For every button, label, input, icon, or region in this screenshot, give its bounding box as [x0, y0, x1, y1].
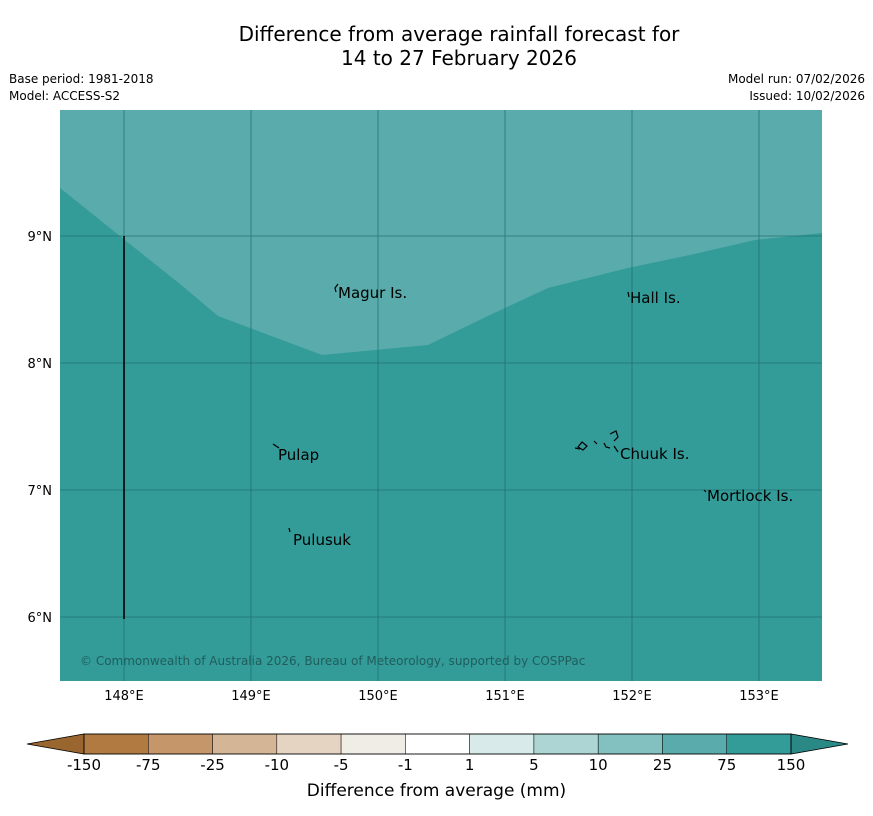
colorbar-segment: [662, 733, 727, 755]
chuuk-island-shapes: [574, 430, 619, 453]
colorbar-tick-label: 25: [652, 756, 672, 774]
place-label-mortlock: Mortlock Is.: [707, 487, 793, 505]
colorbar-tick-label: -150: [66, 756, 102, 774]
colorbar-high-extend: [790, 733, 849, 755]
colorbar-segment: [148, 733, 213, 755]
lat-tick-label: 7°N: [28, 484, 53, 499]
place-labels: Magur Is. Hall Is. Pulap Chuuk Is. Mortl…: [278, 284, 793, 549]
colorbar-segment: [83, 733, 149, 755]
colorbar-segment: [469, 733, 535, 755]
chart-title: Difference from average rainfall forecas…: [0, 22, 873, 70]
island-outlines: [272, 283, 707, 533]
title-line-2: 14 to 27 February 2026: [341, 46, 577, 70]
colorbar-tick-label: -75: [136, 756, 161, 774]
lat-tick-label: 8°N: [28, 357, 53, 372]
colorbar-segment: [340, 733, 406, 755]
lon-axis-labels: 148°E 149°E 150°E 151°E 152°E 153°E: [104, 689, 779, 704]
place-label-magur: Magur Is.: [338, 284, 407, 302]
colorbar-tick-label: -5: [333, 756, 349, 774]
magur-island-shape: [334, 283, 339, 293]
place-label-pulusuk: Pulusuk: [293, 531, 351, 549]
colorbar-segment: [597, 733, 663, 755]
hall-island-shape: [627, 291, 630, 298]
colorbar-tick-label: 1: [464, 756, 475, 774]
meta-left: Base period: 1981-2018 Model: ACCESS-S2: [9, 71, 154, 105]
pulap-island-shape: [272, 443, 280, 449]
lon-tick-label: 148°E: [104, 689, 144, 704]
title-line-1: Difference from average rainfall forecas…: [238, 22, 680, 46]
colorbar-segment: [533, 733, 599, 755]
pulusuk-island-shape: [288, 527, 291, 533]
lat-axis-labels: 9°N 8°N 7°N 6°N: [28, 230, 53, 626]
model-name: Model: ACCESS-S2: [9, 89, 121, 103]
colorbar-tick-label: 5: [529, 756, 539, 774]
rainfall-band-mid: [60, 110, 822, 355]
place-label-chuuk: Chuuk Is.: [620, 445, 689, 463]
colorbar-tick-labels: -150 -75 -25 -10 -5 -1 1 5 10 25 75 150: [0, 756, 873, 776]
colorbar-segment: [276, 733, 342, 755]
place-label-hall: Hall Is.: [630, 289, 681, 307]
lon-tick-label: 149°E: [231, 689, 271, 704]
colorbar-low-extend: [26, 733, 85, 755]
issued-date: Issued: 10/02/2026: [749, 89, 865, 103]
colorbar-tick-label: 75: [717, 756, 737, 774]
lon-tick-label: 151°E: [485, 689, 525, 704]
colorbar-tick-label: 10: [588, 756, 608, 774]
colorbar-label: Difference from average (mm): [306, 781, 567, 801]
colorbar-segment: [726, 733, 792, 755]
lon-tick-label: 153°E: [739, 689, 779, 704]
colorbar: [26, 733, 849, 755]
colorbar-frame: [83, 733, 792, 755]
lon-tick-label: 152°E: [612, 689, 652, 704]
mortlock-island-shape: [703, 489, 707, 493]
lat-tick-label: 6°N: [28, 611, 53, 626]
place-label-pulap: Pulap: [278, 446, 319, 464]
base-period: Base period: 1981-2018: [9, 72, 154, 86]
colorbar-tick-label: 150: [776, 756, 806, 774]
meta-right: Model run: 07/02/2026 Issued: 10/02/2026: [728, 71, 865, 105]
colorbar-segment: [405, 733, 470, 755]
colorbar-tick-label: -25: [200, 756, 225, 774]
colorbar-tick-label: -10: [264, 756, 290, 774]
lat-tick-label: 9°N: [28, 230, 53, 245]
lon-tick-label: 150°E: [358, 689, 398, 704]
colorbar-segment: [212, 733, 278, 755]
colorbar-tick-label: -1: [397, 756, 413, 774]
model-run: Model run: 07/02/2026: [727, 72, 865, 86]
copyright-notice: © Commonwealth of Australia 2026, Bureau…: [80, 654, 585, 668]
